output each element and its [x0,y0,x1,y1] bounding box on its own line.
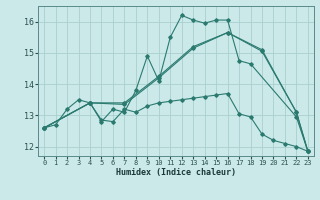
X-axis label: Humidex (Indice chaleur): Humidex (Indice chaleur) [116,168,236,177]
